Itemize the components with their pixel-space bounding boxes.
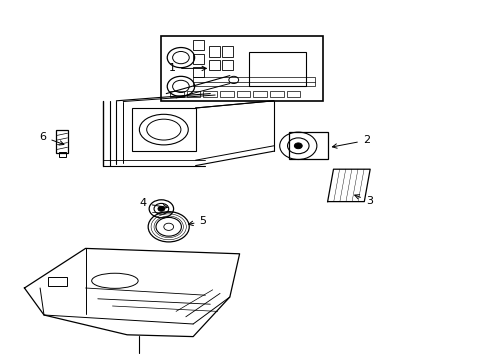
Bar	[59, 152, 66, 157]
Text: 2: 2	[332, 135, 369, 148]
Bar	[249, 52, 305, 86]
Bar	[269, 91, 283, 97]
Bar	[220, 91, 233, 97]
Circle shape	[158, 206, 164, 211]
Bar	[132, 108, 195, 151]
Bar	[186, 91, 200, 97]
Bar	[286, 91, 300, 97]
Text: 6: 6	[40, 132, 64, 145]
Text: 3: 3	[354, 195, 372, 206]
Bar	[56, 130, 68, 153]
Bar	[222, 60, 233, 70]
Text: 5: 5	[188, 216, 206, 226]
Bar	[288, 132, 327, 159]
Text: 1: 1	[169, 63, 206, 73]
Bar	[236, 91, 250, 97]
Text: 4: 4	[139, 198, 167, 209]
Bar	[203, 91, 217, 97]
Bar	[161, 36, 322, 101]
Bar	[170, 91, 183, 97]
Bar	[48, 277, 67, 286]
Bar	[193, 67, 203, 77]
Circle shape	[294, 143, 302, 149]
Bar	[222, 46, 233, 57]
Bar	[208, 60, 219, 70]
Bar	[193, 77, 315, 86]
Bar	[253, 91, 266, 97]
Bar	[208, 46, 219, 57]
Bar	[193, 40, 203, 50]
Bar	[193, 54, 203, 64]
